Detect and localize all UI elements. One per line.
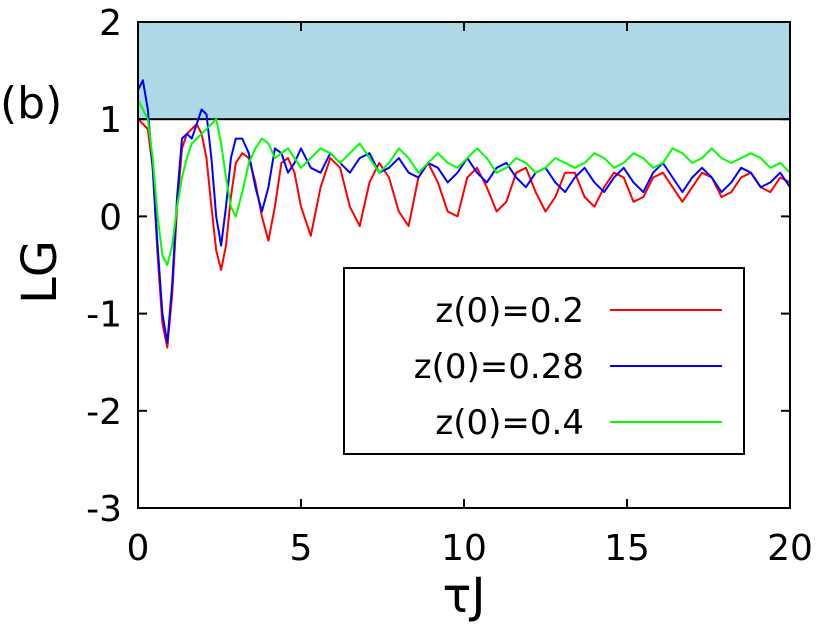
legend-label-0: z(0)=0.2 bbox=[435, 291, 584, 331]
shaded-region-layer bbox=[137, 21, 791, 121]
x-axis-label: τJ bbox=[442, 568, 485, 623]
x-tick-label-2: 10 bbox=[441, 528, 487, 569]
ticks-layer: 0 5 10 15 20 -3 -2 -1 0 1 2 bbox=[86, 3, 813, 569]
series-line-0 bbox=[137, 118, 791, 349]
legend-label-1: z(0)=0.28 bbox=[414, 347, 584, 387]
y-tick-label-3: 0 bbox=[99, 197, 122, 238]
y-axis-label: LG bbox=[12, 240, 68, 304]
y-tick-label-4: 1 bbox=[99, 100, 122, 141]
y-tick-label-5: 2 bbox=[99, 3, 122, 44]
x-tick-label-0: 0 bbox=[127, 528, 150, 569]
x-tick-label-1: 5 bbox=[290, 528, 313, 569]
shaded-region bbox=[137, 21, 791, 121]
panel-label: (b) bbox=[0, 78, 62, 129]
series-line-1 bbox=[137, 79, 791, 344]
y-tick-label-1: -2 bbox=[86, 392, 122, 433]
x-tick-label-3: 15 bbox=[604, 528, 650, 569]
y-tick-label-0: -3 bbox=[86, 489, 122, 530]
series-line-2 bbox=[137, 99, 791, 266]
series-layer bbox=[137, 79, 791, 349]
y-tick-label-2: -1 bbox=[86, 295, 122, 336]
x-tick-label-4: 20 bbox=[767, 528, 813, 569]
legend-label-2: z(0)=0.4 bbox=[435, 403, 584, 443]
legend: z(0)=0.2 z(0)=0.28 z(0)=0.4 bbox=[343, 267, 745, 455]
